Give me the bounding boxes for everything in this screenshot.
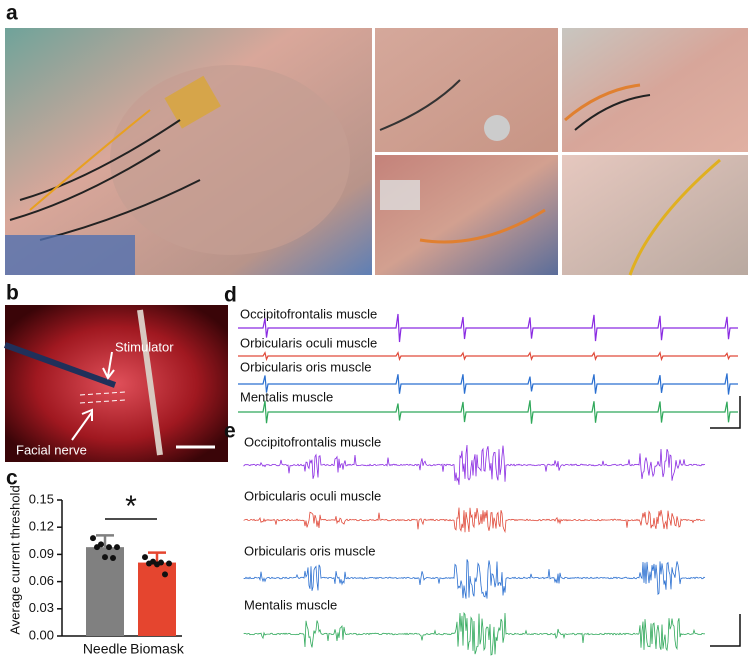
- data-point: [142, 554, 148, 561]
- y-tick-label: 0.03: [29, 600, 54, 615]
- panel-label: b: [6, 282, 19, 305]
- trace-label: Occipitofrontalis muscle: [244, 434, 381, 449]
- data-point: [166, 560, 172, 567]
- y-tick-label: 0.15: [29, 491, 54, 506]
- emg-trace: [238, 373, 738, 395]
- scale-bar: [710, 614, 741, 647]
- trace-label: Occipitofrontalis muscle: [240, 306, 377, 321]
- data-point: [102, 554, 108, 561]
- trace-label: Mentalis muscle: [244, 597, 337, 612]
- bar: [86, 547, 124, 636]
- photo-bottom-mid: [375, 155, 558, 275]
- x-tick-label: Needle: [83, 641, 128, 657]
- trace-label: Mentalis muscle: [240, 389, 333, 404]
- emg-trace: [238, 351, 738, 362]
- y-tick-label: 0.00: [29, 627, 54, 642]
- traces: Occipitofrontalis muscle Orbicularis ocul…: [238, 306, 741, 656]
- emg-trace: [238, 313, 738, 343]
- trace-label: Orbicularis oculi muscle: [240, 335, 377, 350]
- photo-b: [5, 305, 228, 462]
- photo-top-right: [562, 28, 748, 152]
- panel-label: c: [6, 467, 18, 490]
- data-point: [114, 544, 120, 551]
- significance-mark: *: [125, 490, 137, 523]
- photo-label: Facial nerve: [16, 442, 87, 457]
- photos: [3, 28, 748, 462]
- y-axis-label: Average current threshold: [7, 485, 22, 634]
- emg-trace: [243, 559, 706, 599]
- photo-bottom-right: [562, 155, 748, 275]
- panel-label: d: [224, 284, 237, 307]
- x-tick-label: Biomask: [130, 641, 185, 657]
- panel-label: e: [224, 420, 236, 443]
- panel-label: a: [6, 2, 18, 25]
- data-point: [110, 555, 116, 562]
- emg-trace: [243, 507, 706, 534]
- data-point: [90, 535, 96, 542]
- trace-label: Orbicularis oculi muscle: [244, 488, 381, 503]
- y-tick-label: 0.12: [29, 519, 54, 534]
- data-point: [94, 544, 100, 551]
- trace-label: Orbicularis oris muscle: [240, 359, 371, 374]
- photo-top-mid: [375, 28, 558, 152]
- emg-trace: [243, 611, 706, 656]
- data-point: [106, 544, 112, 551]
- y-tick-label: 0.09: [29, 546, 54, 561]
- scale-bar: [710, 396, 741, 429]
- data-point: [154, 561, 160, 568]
- emg-trace: [238, 400, 738, 424]
- y-tick-label: 0.06: [29, 573, 54, 588]
- trace-label: Orbicularis oris muscle: [244, 543, 375, 558]
- data-point: [146, 560, 152, 567]
- photo-label: Stimulator: [115, 339, 174, 354]
- data-point: [162, 571, 168, 578]
- bar: [138, 562, 176, 636]
- emg-trace: [243, 444, 706, 485]
